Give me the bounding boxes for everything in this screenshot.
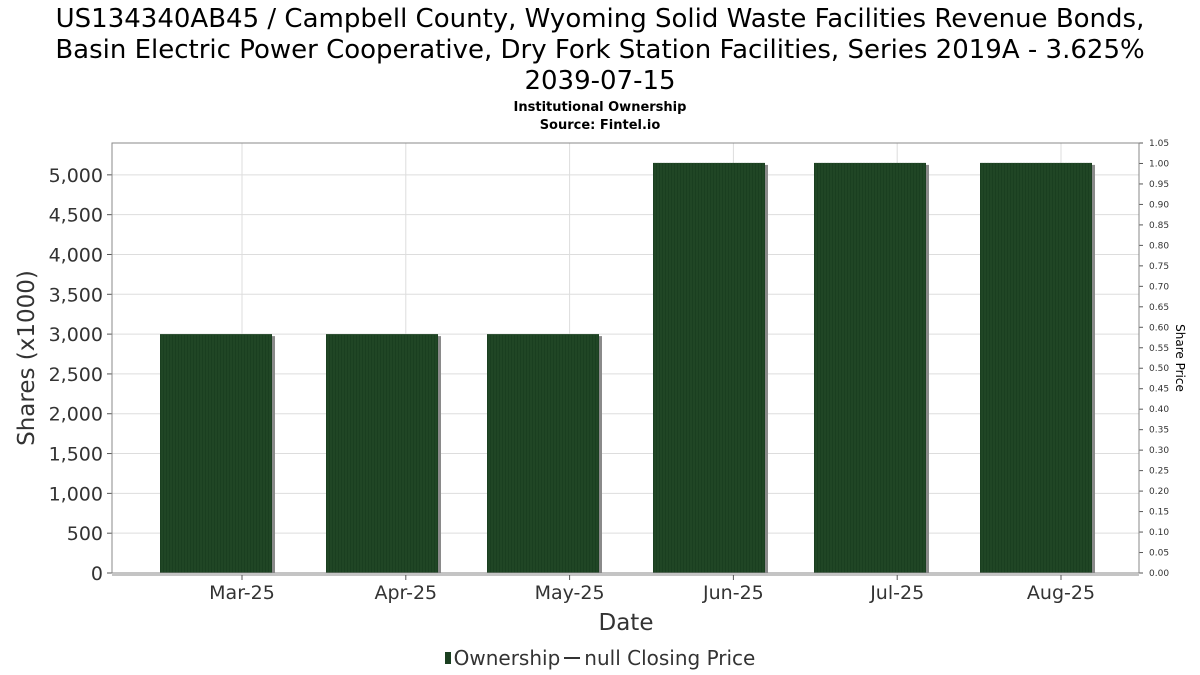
- chart-legend: Ownership null Closing Price: [0, 646, 1200, 670]
- y2-tick-label: 0.70: [1149, 282, 1169, 292]
- y-tick-label: 1,500: [49, 444, 103, 466]
- y-tick-label: 2,500: [49, 364, 103, 386]
- y2-tick-label: 0.55: [1149, 344, 1169, 354]
- y-tick-label: 500: [67, 523, 103, 545]
- y-tick-label: 3,500: [49, 284, 103, 306]
- closing-price-legend-label: null Closing Price: [584, 646, 756, 670]
- y2-tick-label: 0.60: [1149, 323, 1169, 333]
- y-tick-label: 5,000: [49, 165, 103, 187]
- y-axis-label: Shares (x1000): [14, 270, 40, 446]
- chart-title-line-3: 2039-07-15: [524, 66, 676, 96]
- closing-price-legend-swatch: [564, 656, 581, 659]
- x-axis-label: Date: [599, 610, 654, 636]
- ownership-legend-swatch: [444, 651, 451, 664]
- y2-tick-label: 0.85: [1149, 221, 1169, 231]
- x-tick-label: Apr-25: [374, 582, 437, 604]
- chart-title: US134340AB45 / Campbell County, Wyoming …: [0, 4, 1200, 97]
- y2-tick-label: 0.15: [1149, 508, 1169, 518]
- y2-tick-label: 0.95: [1149, 180, 1169, 190]
- ownership-legend-label: Ownership: [453, 646, 561, 670]
- y2-tick-label: 0.80: [1149, 241, 1169, 251]
- y-tick-label: 3,000: [49, 324, 103, 346]
- y-tick-label: 2,000: [49, 404, 103, 426]
- y2-tick-label: 1.05: [1149, 139, 1169, 149]
- y2-tick-label: 0.10: [1149, 528, 1169, 538]
- y2-tick-label: 0.20: [1149, 487, 1169, 497]
- y-tick-label: 0: [91, 563, 103, 585]
- y2-tick-label: 0.65: [1149, 303, 1169, 313]
- y2-tick-label: 0.40: [1149, 405, 1169, 415]
- chart-subtitle: Institutional Ownership: [513, 100, 687, 115]
- y2-tick-label: 0.75: [1149, 262, 1169, 272]
- y2-axis-label: Share Price: [1173, 324, 1187, 392]
- y-tick-label: 4,500: [49, 205, 103, 227]
- y2-tick-label: 0.50: [1149, 364, 1169, 374]
- chart-title-line-1: US134340AB45 / Campbell County, Wyoming …: [55, 4, 1145, 34]
- y2-tick-label: 0.30: [1149, 446, 1169, 456]
- y2-tick-label: 0.00: [1149, 569, 1169, 579]
- x-tick-label: Aug-25: [1027, 582, 1095, 604]
- chart-source: Source: Fintel.io: [539, 118, 661, 133]
- y2-tick-label: 0.90: [1149, 200, 1169, 210]
- chart-title-line-2: Basin Electric Power Cooperative, Dry Fo…: [55, 35, 1145, 65]
- x-tick-label: May-25: [535, 582, 605, 604]
- x-tick-label: Jun-25: [702, 582, 764, 604]
- y2-tick-label: 0.35: [1149, 426, 1169, 436]
- y2-tick-label: 0.05: [1149, 549, 1169, 559]
- y2-tick-label: 0.25: [1149, 467, 1169, 477]
- plot-border: [111, 142, 1140, 574]
- x-tick-label: Jul-25: [869, 582, 924, 604]
- y2-tick-label: 1.00: [1149, 159, 1169, 169]
- x-tick-label: Mar-25: [209, 582, 275, 604]
- y-tick-label: 4,000: [49, 244, 103, 266]
- y-tick-label: 1,000: [49, 483, 103, 505]
- y2-tick-label: 0.45: [1149, 385, 1169, 395]
